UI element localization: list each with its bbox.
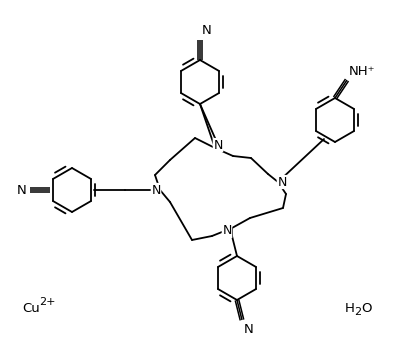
Text: H: H <box>345 302 355 314</box>
Text: 2+: 2+ <box>39 297 55 307</box>
Text: 2: 2 <box>354 307 361 317</box>
Text: N: N <box>244 323 254 336</box>
Text: NH⁺: NH⁺ <box>349 65 375 78</box>
Text: N: N <box>222 225 232 237</box>
Text: N: N <box>202 24 212 37</box>
Text: N: N <box>17 184 27 196</box>
Text: O: O <box>361 302 372 314</box>
Text: N: N <box>277 176 287 188</box>
Text: N: N <box>151 184 161 196</box>
Text: Cu: Cu <box>22 302 40 314</box>
Text: N: N <box>213 138 223 152</box>
